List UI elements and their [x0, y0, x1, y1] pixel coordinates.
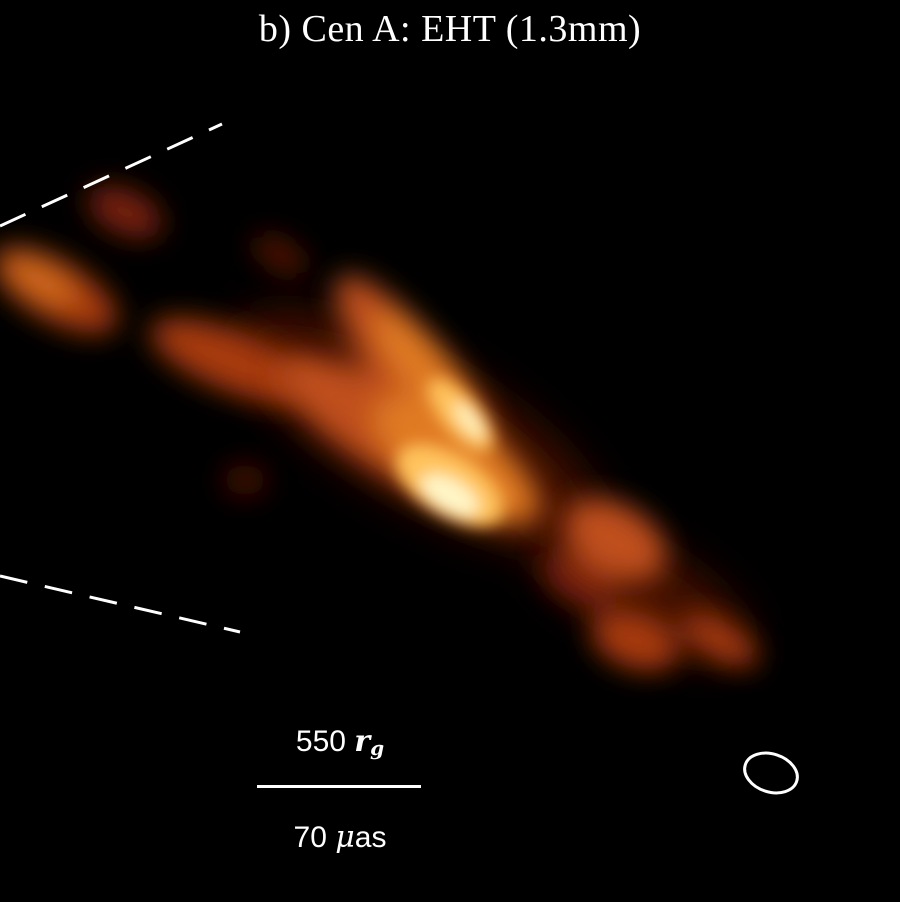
- figure-title: b) Cen A: EHT (1.3mm): [258, 8, 642, 50]
- scale-bar: 550 rg 70 μas: [250, 722, 430, 862]
- scale-top-unit: rg: [354, 724, 385, 760]
- emission-knots: [0, 185, 758, 671]
- scale-bar-bottom-label: 70 μas: [250, 818, 430, 858]
- scale-bottom-unit: as: [354, 821, 387, 854]
- cone-upper-edge: [0, 122, 223, 228]
- beam-ellipse-icon: [743, 751, 799, 795]
- scale-top-unit-subscript: g: [370, 736, 385, 760]
- jet-cone-dashed-lines: [0, 122, 241, 634]
- emission-peak: [396, 378, 504, 526]
- scale-bottom-value: 70: [293, 821, 327, 854]
- scale-bar-top-label: 550 rg: [250, 722, 430, 768]
- scale-top-unit-symbol: r: [354, 724, 371, 759]
- scale-top-value: 550: [295, 725, 346, 758]
- scale-bottom-unit-prefix: μ: [335, 820, 355, 855]
- cone-lower-edge: [0, 574, 241, 634]
- scale-bar-line: [257, 785, 421, 788]
